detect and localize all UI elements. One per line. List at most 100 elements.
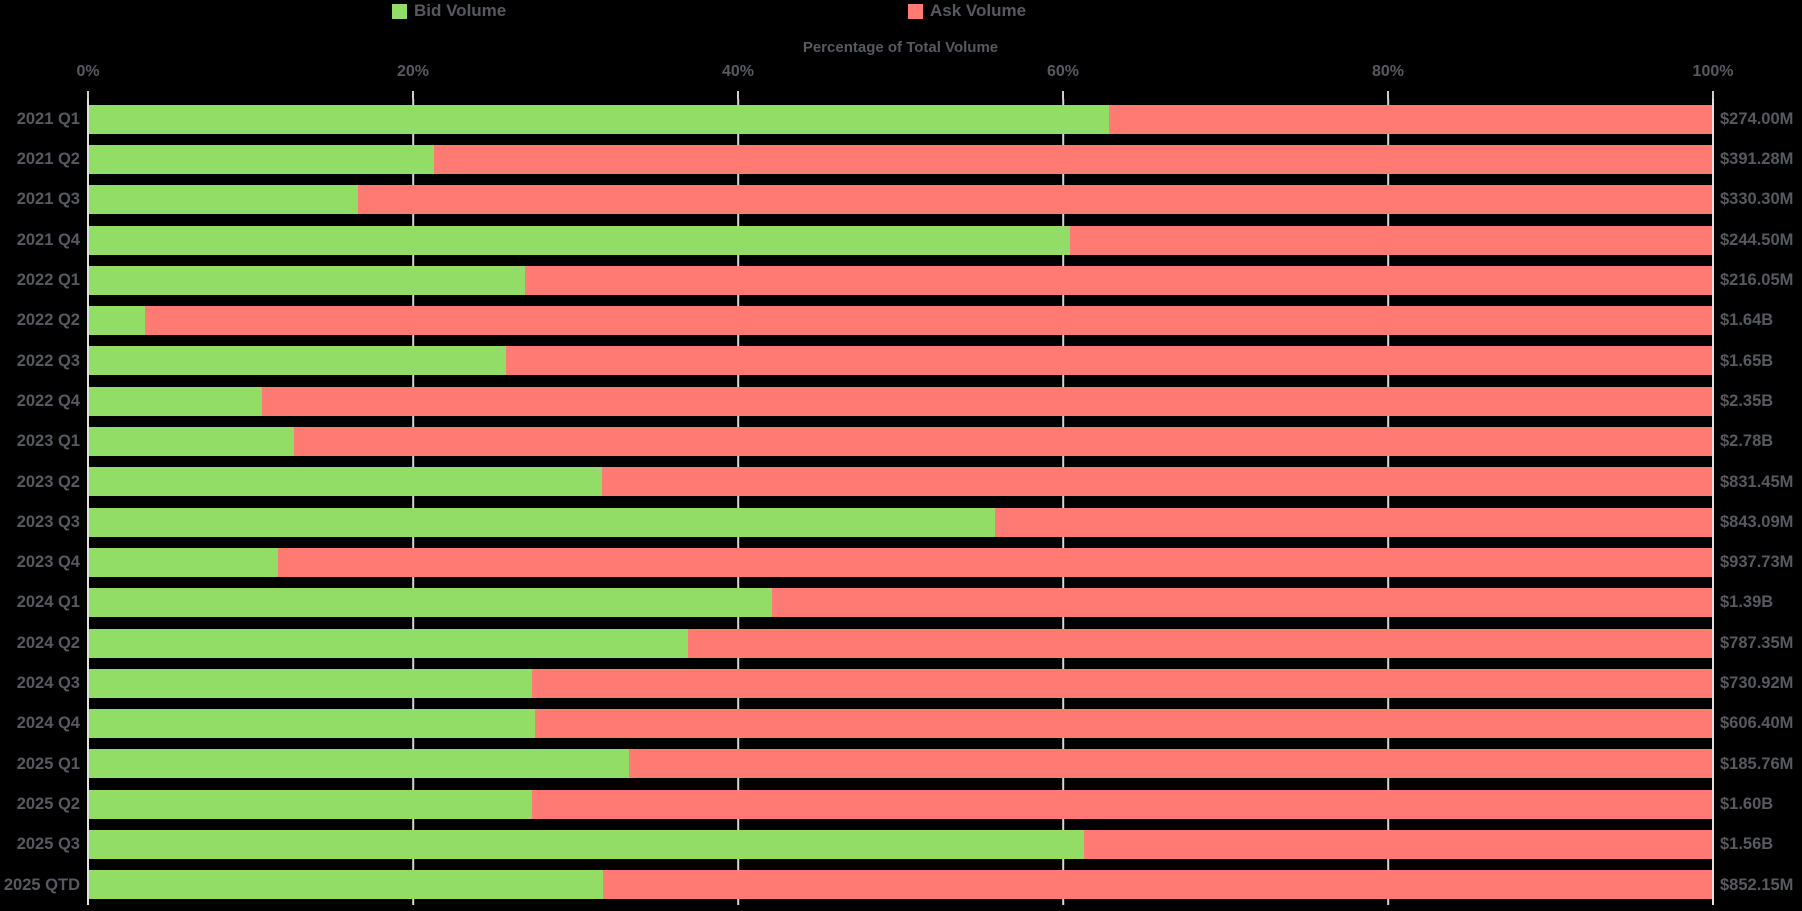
bid-bar-segment [88, 386, 262, 416]
bid-bar-segment [88, 628, 688, 658]
bar-row: 2021 Q4 $244.50M [17, 220, 1793, 260]
bar-row: 2024 Q2 $787.35M [17, 623, 1793, 663]
gridline [412, 99, 414, 905]
category-label: 2024 Q3 [16, 674, 80, 693]
ask-bar-segment [531, 789, 1713, 819]
ask-bar-segment [1084, 829, 1713, 859]
total-volume-label: $1.60B [1720, 794, 1774, 813]
ask-bar-segment [629, 749, 1713, 779]
total-volume-label: $274.00M [1720, 109, 1794, 128]
bid-bar-segment [88, 144, 435, 174]
ask-bar-segment [531, 668, 1713, 698]
category-label: 2023 Q3 [16, 512, 80, 531]
bar-row: 2021 Q1 $274.00M [17, 99, 1793, 139]
bid-bar-segment [88, 346, 506, 376]
bar-row: 2022 Q4 $2.35B [17, 381, 1773, 421]
bar-row: 2024 Q4 $606.40M [17, 703, 1793, 743]
category-label: 2023 Q2 [16, 472, 80, 491]
ask-bar-segment [534, 709, 1713, 739]
bar-row: 2024 Q1 $1.39B [17, 583, 1773, 623]
category-label: 2021 Q4 [16, 230, 80, 249]
bid-bar-segment [88, 185, 358, 215]
bar-row: 2023 Q2 $831.45M [17, 462, 1793, 502]
legend-item-bid-volume[interactable]: Bid Volume [392, 1, 506, 21]
bar-row: 2021 Q2 $391.28M [17, 139, 1793, 179]
bar-row: 2025 Q3 $1.56B [17, 824, 1773, 864]
x-tick-label: 80% [1371, 63, 1405, 80]
category-label: 2025 Q3 [16, 835, 80, 854]
category-label: 2023 Q4 [16, 553, 80, 572]
x-axis-tick-marks [87, 91, 1714, 99]
bar-row: 2023 Q1 $2.78B [17, 421, 1773, 461]
total-volume-label: $1.65B [1720, 351, 1774, 370]
x-tick-label: 0% [76, 63, 100, 80]
ask-bar-segment [261, 386, 1713, 416]
stacked-bar [88, 265, 1713, 295]
total-volume-label: $2.78B [1720, 432, 1774, 451]
ask-bar-segment [525, 265, 1713, 295]
stacked-bar [88, 507, 1713, 537]
category-label: 2025 QTD [3, 875, 80, 894]
bid-bar-segment [88, 870, 604, 900]
ask-bar-segment [1069, 225, 1713, 255]
bid-bar-segment [88, 507, 995, 537]
total-volume-label: $606.40M [1720, 714, 1794, 733]
category-label: 2021 Q3 [16, 190, 80, 209]
bar-row: 2021 Q3 $330.30M [17, 180, 1793, 220]
stacked-bar [88, 628, 1713, 658]
ask-bar-segment [278, 547, 1713, 577]
category-label: 2021 Q2 [16, 150, 80, 169]
x-tick-label: 60% [1046, 63, 1080, 80]
category-label: 2022 Q1 [16, 271, 80, 290]
ask-bar-segment [603, 870, 1713, 900]
stacked-bar [88, 104, 1713, 134]
stacked-bar [88, 749, 1713, 779]
bid-bar-segment [88, 104, 1109, 134]
total-volume-label: $852.15M [1720, 875, 1794, 894]
total-volume-label: $1.64B [1720, 311, 1774, 330]
x-tick-mark [737, 91, 739, 99]
ask-bar-segment [772, 588, 1713, 618]
x-axis-tick-labels: 0% 20% 40% 60% 80% 100% [76, 63, 1733, 83]
ask-bar-segment [357, 185, 1713, 215]
x-tick-mark [1387, 91, 1389, 99]
bid-bar-segment [88, 547, 279, 577]
category-label: 2022 Q4 [16, 391, 80, 410]
category-label: 2024 Q2 [16, 633, 80, 652]
bar-rows: 2021 Q1 $274.00M 2021 Q2 $391.28M 2021 Q… [4, 99, 1793, 905]
x-tick-mark [87, 91, 89, 99]
x-tick-label: 40% [721, 63, 755, 80]
stacked-bar [88, 185, 1713, 215]
total-volume-label: $937.73M [1720, 553, 1794, 572]
right-boundary-line [1712, 99, 1714, 905]
category-label: 2024 Q4 [16, 714, 80, 733]
legend-item-ask-volume[interactable]: Ask Volume [908, 1, 1026, 21]
bar-row: 2025 QTD $852.15M [4, 865, 1793, 905]
bar-row: 2023 Q3 $843.09M [17, 502, 1793, 542]
bar-row: 2024 Q3 $730.92M [17, 663, 1793, 703]
ask-bar-segment [505, 346, 1713, 376]
total-volume-label: $730.92M [1720, 674, 1794, 693]
stacked-bar [88, 225, 1713, 255]
bid-bar-segment [88, 225, 1070, 255]
stacked-bar [88, 668, 1713, 698]
total-volume-label: $185.76M [1720, 754, 1794, 773]
bar-row: 2022 Q3 $1.65B [17, 341, 1773, 381]
total-volume-label: $831.45M [1720, 472, 1794, 491]
stacked-bar [88, 709, 1713, 739]
category-label: 2023 Q1 [16, 432, 80, 451]
bid-bar-segment [88, 668, 532, 698]
total-volume-label: $1.56B [1720, 835, 1774, 854]
stacked-bar [88, 306, 1713, 336]
stacked-bar [88, 829, 1713, 859]
bar-row: 2025 Q2 $1.60B [17, 784, 1773, 824]
category-label: 2025 Q1 [16, 754, 80, 773]
total-volume-label: $843.09M [1720, 512, 1794, 531]
bid-bar-segment [88, 588, 773, 618]
category-label: 2024 Q1 [16, 593, 80, 612]
bid-volume-swatch-icon [392, 3, 407, 19]
category-label: 2022 Q3 [16, 351, 80, 370]
gridline [1387, 99, 1389, 905]
ask-bar-segment [294, 427, 1713, 457]
plot-area: 2021 Q1 $274.00M 2021 Q2 $391.28M 2021 Q… [4, 99, 1793, 905]
